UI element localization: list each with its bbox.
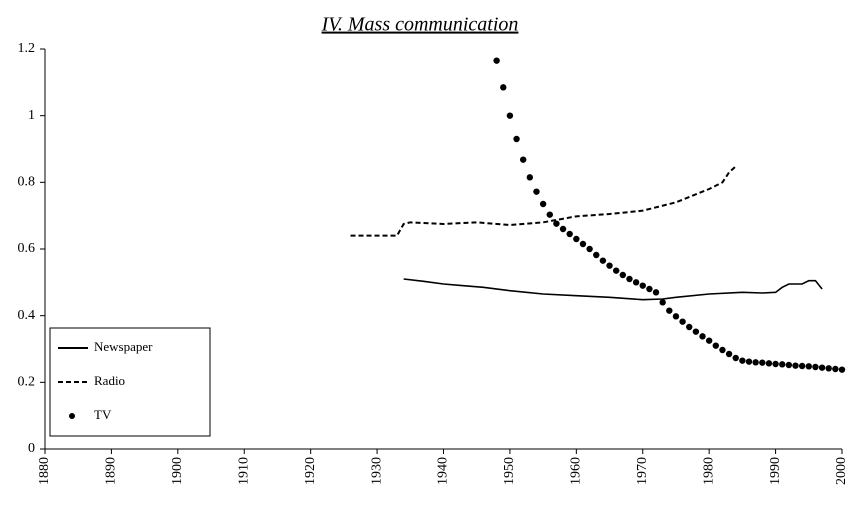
data-point bbox=[686, 323, 693, 331]
data-point bbox=[798, 362, 806, 370]
data-point bbox=[599, 257, 607, 264]
data-point bbox=[779, 361, 786, 368]
data-point bbox=[732, 354, 739, 362]
data-point bbox=[573, 235, 580, 243]
x-tick-label: 1900 bbox=[170, 457, 185, 485]
data-point bbox=[513, 135, 520, 143]
data-point bbox=[639, 282, 646, 289]
data-point bbox=[493, 57, 500, 64]
y-tick-label: 0.2 bbox=[18, 375, 36, 390]
data-point bbox=[805, 363, 812, 370]
data-point bbox=[812, 363, 819, 371]
data-point bbox=[838, 366, 846, 373]
data-point bbox=[539, 200, 547, 208]
data-point bbox=[546, 211, 553, 218]
x-tick-label: 1930 bbox=[369, 457, 384, 485]
legend-label: Newspaper bbox=[94, 339, 153, 354]
data-point bbox=[593, 251, 600, 259]
data-point bbox=[666, 307, 673, 314]
x-tick-label: 1990 bbox=[768, 457, 783, 485]
data-point bbox=[765, 360, 773, 367]
data-point bbox=[672, 313, 680, 320]
data-point bbox=[632, 279, 640, 286]
data-point bbox=[699, 333, 706, 340]
x-tick-label: 2000 bbox=[834, 457, 849, 485]
data-point bbox=[659, 299, 666, 306]
data-point bbox=[712, 342, 720, 349]
x-tick-label: 1910 bbox=[236, 457, 251, 485]
data-point bbox=[772, 360, 779, 368]
data-line bbox=[403, 278, 823, 301]
y-tick-label: 0 bbox=[28, 441, 35, 456]
data-point bbox=[646, 285, 653, 293]
data-point bbox=[752, 359, 759, 366]
data-point bbox=[719, 346, 726, 354]
data-point bbox=[705, 337, 713, 344]
y-tick-label: 0.8 bbox=[18, 175, 36, 190]
data-point bbox=[586, 245, 593, 253]
x-tick-label: 1980 bbox=[701, 457, 716, 485]
data-point bbox=[619, 271, 627, 279]
x-tick-label: 1880 bbox=[37, 457, 52, 485]
data-point bbox=[785, 361, 793, 369]
legend: Newspaper Radio TV bbox=[49, 327, 211, 437]
data-point bbox=[725, 350, 733, 358]
data-point bbox=[612, 267, 620, 274]
y-tick-label: 1 bbox=[28, 108, 35, 123]
chart-title: IV. Mass communication bbox=[321, 14, 519, 36]
x-tick-label: 1960 bbox=[569, 457, 584, 485]
data-point bbox=[553, 220, 560, 227]
data-point bbox=[566, 230, 573, 238]
data-point bbox=[825, 365, 832, 372]
data-point bbox=[832, 365, 839, 373]
data-point bbox=[520, 156, 527, 163]
legend-swatch bbox=[69, 413, 75, 419]
data-point bbox=[579, 240, 587, 248]
x-tick-label: 1890 bbox=[104, 457, 119, 485]
data-point bbox=[679, 318, 686, 325]
legend-label: TV bbox=[94, 407, 112, 422]
data-point bbox=[533, 188, 540, 195]
y-tick-label: 1.2 bbox=[18, 41, 36, 56]
y-tick-label: 0.4 bbox=[18, 308, 36, 323]
data-point bbox=[652, 289, 660, 296]
data-point bbox=[526, 174, 534, 181]
data-point bbox=[626, 275, 633, 283]
x-tick-label: 1950 bbox=[502, 457, 517, 485]
x-tick-label: 1970 bbox=[635, 457, 650, 485]
data-point bbox=[739, 357, 746, 364]
x-tick-label: 1920 bbox=[303, 457, 318, 485]
data-point bbox=[500, 84, 507, 91]
data-point bbox=[745, 358, 753, 365]
x-tick-label: 1940 bbox=[436, 457, 451, 485]
data-point bbox=[692, 328, 700, 335]
data-point bbox=[759, 359, 766, 366]
y-tick-label: 0.6 bbox=[18, 241, 36, 256]
data-point bbox=[506, 112, 514, 119]
data-point bbox=[792, 362, 799, 369]
data-point bbox=[818, 364, 826, 371]
data-point bbox=[606, 262, 613, 269]
legend-label: Radio bbox=[94, 373, 125, 388]
data-point bbox=[559, 225, 567, 233]
